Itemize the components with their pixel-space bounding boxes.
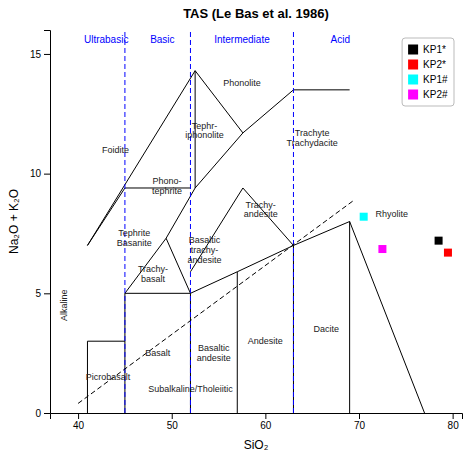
tick: 40 (73, 413, 85, 431)
field-label: Phono-tephrite (152, 176, 182, 196)
dashed-line (293, 30, 294, 413)
tick-label: 40 (73, 420, 85, 431)
y-axis-title: Na₂O + K₂O (7, 189, 21, 254)
legend-item: KP2# (408, 89, 448, 100)
legend-box (402, 38, 454, 106)
field-label: Alkaline (59, 290, 69, 322)
field-label: Basalticandesite (197, 343, 231, 363)
tick-mark (44, 293, 50, 294)
boundary-line (190, 272, 237, 294)
field-label: Trachy-basalt (138, 264, 168, 284)
boundary-line (243, 90, 294, 133)
legend-swatch (408, 90, 418, 100)
boundary-line (166, 238, 190, 293)
boundary-line (87, 71, 195, 246)
chart-title: TAS (Le Bas et al. 1986) (183, 6, 329, 21)
annotations: Foidite TephriteBasanite Picrobasalt Basalt… (59, 34, 408, 394)
field-label: Trachy-andesite (244, 200, 278, 220)
boundary-line (195, 133, 243, 188)
legend-item: KP2* (408, 59, 446, 70)
data-point (435, 237, 443, 245)
boundary-line (125, 293, 191, 294)
data-point (360, 213, 368, 221)
field-label: Tephr-iphonolite (185, 121, 224, 141)
boundary-line (349, 222, 350, 414)
tick: 60 (260, 413, 272, 431)
legend-label: KP1# (423, 74, 448, 85)
legend-label: KP2# (423, 89, 448, 100)
plot-root: 40 50 60 70 80 0 5 10 15 Foidite TephriteBasanite P… (30, 30, 463, 431)
boundary-line (350, 222, 425, 414)
legend-swatch (408, 60, 418, 70)
boundary-line (237, 245, 293, 271)
field-label: Dacite (313, 324, 339, 334)
class-label: Intermediate (214, 34, 270, 45)
tick-label: 60 (260, 420, 272, 431)
tick-label: 10 (30, 168, 42, 179)
field-label: Rhyolite (376, 209, 409, 219)
field-label: TrachyteTrachydacite (287, 128, 338, 148)
field-label: Andesite (248, 336, 283, 346)
tick: 10 (30, 168, 50, 179)
class-label: Acid (331, 34, 350, 45)
axis-line (51, 414, 463, 420)
legend-swatch (408, 45, 418, 55)
tick-label: 80 (448, 420, 460, 431)
class-label: Basic (150, 34, 174, 45)
tick-mark (44, 413, 50, 414)
chart-svg: 40 50 60 70 80 0 5 10 15 Foidite TephriteBasanite P… (0, 0, 474, 457)
tick-mark (172, 413, 173, 419)
chart-container: 40 50 60 70 80 0 5 10 15 Foidite TephriteBasanite P… (0, 0, 474, 457)
marks (78, 30, 452, 413)
field-label: Basaltictrachy-andesite (187, 235, 221, 265)
tick-mark (453, 413, 454, 419)
data-point (378, 245, 386, 253)
field-label: Foidite (102, 145, 129, 155)
boundary-line (87, 341, 124, 342)
axis-line (44, 31, 51, 414)
legend-item: KP1# (408, 74, 448, 85)
legend-swatch (408, 75, 418, 85)
x-axis-title: SiO₂ (244, 438, 269, 452)
field-label: Picrobasalt (86, 372, 131, 382)
tick-mark (359, 413, 360, 419)
tick-mark (44, 174, 50, 175)
data-point (444, 249, 452, 257)
tick: 15 (30, 49, 50, 60)
dashed-line (124, 30, 125, 413)
tick: 80 (448, 413, 460, 431)
legend-label: KP1* (423, 44, 446, 55)
tick: 5 (35, 288, 50, 299)
tick-label: 15 (30, 49, 42, 60)
y-axis: 0 5 10 15 (30, 31, 51, 419)
tick-mark (44, 54, 50, 55)
field-label: Phonolite (223, 78, 261, 88)
field-label: Subalkaline/Tholeiitic (148, 384, 233, 394)
boundary-line (243, 188, 294, 245)
tick-label: 0 (35, 408, 41, 419)
tick: 0 (35, 408, 50, 419)
legend-label: KP2* (423, 59, 446, 70)
field-label: Basalt (145, 348, 171, 358)
tick-label: 5 (35, 288, 41, 299)
tick-mark (78, 413, 79, 419)
tick: 70 (354, 413, 366, 431)
x-axis: 40 50 60 70 80 (51, 413, 463, 431)
boundary-line (237, 272, 238, 413)
boundary-line (293, 222, 349, 246)
field-label: TephriteBasanite (117, 228, 152, 248)
dashed-line (190, 30, 191, 413)
tick-mark (265, 413, 266, 419)
legend-item: KP1* (408, 44, 446, 55)
tick: 50 (167, 413, 179, 431)
class-label: Ultrabasic (84, 34, 128, 45)
boundary-line (293, 89, 349, 90)
dashed-line (78, 200, 354, 403)
tick-label: 70 (354, 420, 366, 431)
tick-label: 50 (167, 420, 179, 431)
legend: KP1* KP2* KP1# KP2# (402, 38, 454, 106)
